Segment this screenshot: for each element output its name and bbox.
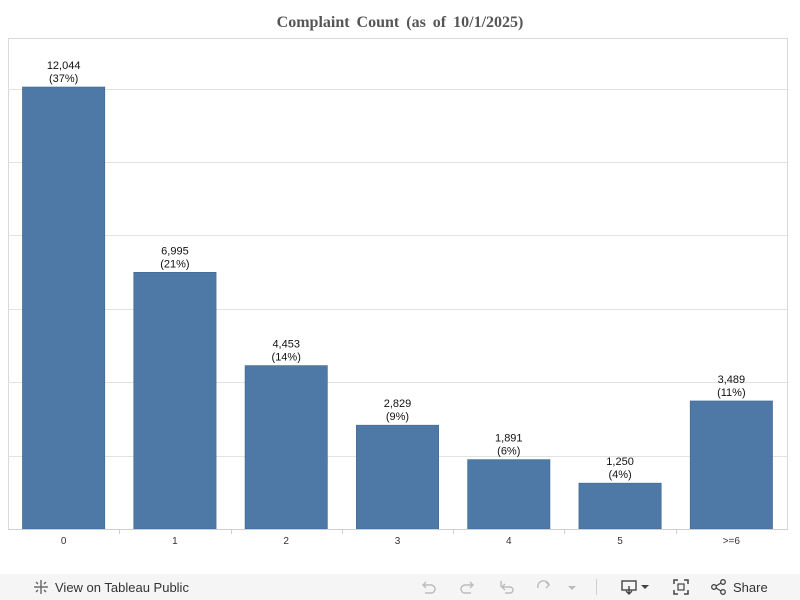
bar-percent-label: (9%) xyxy=(386,411,409,423)
bar-2[interactable] xyxy=(244,365,328,530)
x-tick-label: 0 xyxy=(61,536,67,547)
view-on-tableau-label: View on Tableau Public xyxy=(55,579,189,595)
chart-title: Complaint Count (as of 10/1/2025) xyxy=(276,14,524,31)
bar-1[interactable] xyxy=(133,271,217,530)
tableau-toolbar: View on Tableau Public Share xyxy=(0,574,800,600)
bar-percent-label: (14%) xyxy=(272,352,301,364)
refresh-icon[interactable] xyxy=(535,578,553,596)
x-tick-label: 2 xyxy=(283,536,289,547)
x-tick-label: 4 xyxy=(506,536,512,547)
fullscreen-icon[interactable] xyxy=(672,578,690,596)
bar-percent-label: (4%) xyxy=(608,469,631,481)
x-axis: 0 1 2 3 4 5 >=6 xyxy=(8,529,787,547)
bar-value-label: 3,489 xyxy=(718,374,746,386)
bar->=6[interactable] xyxy=(689,400,773,530)
bar-value-label: 2,829 xyxy=(384,398,412,410)
bar-labels: 12,044(37%) 6,995(21%) 4,453(14%) 2,829(9%)… xyxy=(47,60,746,481)
share-label: Share xyxy=(733,579,768,595)
x-tick-label: 5 xyxy=(617,536,623,547)
bar-value-label: 1,891 xyxy=(495,433,523,445)
bar-value-label: 1,250 xyxy=(606,456,634,468)
bar-3[interactable] xyxy=(356,424,439,530)
x-tick-label: 1 xyxy=(172,536,178,547)
bar-chart: 12,044(37%) 6,995(21%) 4,453(14%) 2,829(9%)… xyxy=(8,38,788,547)
share-icon xyxy=(711,579,726,595)
bar-value-label: 6,995 xyxy=(161,245,189,257)
bar-value-label: 12,044 xyxy=(47,60,81,72)
bar-percent-label: (37%) xyxy=(49,73,78,85)
bar-percent-label: (21%) xyxy=(160,258,189,270)
pause-icon[interactable] xyxy=(563,578,581,596)
download-icon[interactable] xyxy=(620,578,652,596)
undo-icon[interactable] xyxy=(419,578,437,596)
x-tick-label: 3 xyxy=(395,536,401,547)
bar-value-label: 4,453 xyxy=(272,339,300,351)
x-tick-label: >=6 xyxy=(723,536,741,547)
bar-5[interactable] xyxy=(578,482,662,530)
redo-icon[interactable] xyxy=(459,578,477,596)
toolbar-divider xyxy=(596,579,597,595)
share-button[interactable]: Share xyxy=(710,574,768,600)
bar-4[interactable] xyxy=(467,459,551,530)
bars xyxy=(22,86,773,530)
view-on-tableau-link[interactable]: View on Tableau Public xyxy=(32,574,189,600)
tableau-icon xyxy=(34,580,48,594)
revert-icon[interactable] xyxy=(498,578,516,596)
bar-percent-label: (6%) xyxy=(497,446,520,458)
bar-0[interactable] xyxy=(22,86,106,530)
bar-percent-label: (11%) xyxy=(717,387,746,399)
